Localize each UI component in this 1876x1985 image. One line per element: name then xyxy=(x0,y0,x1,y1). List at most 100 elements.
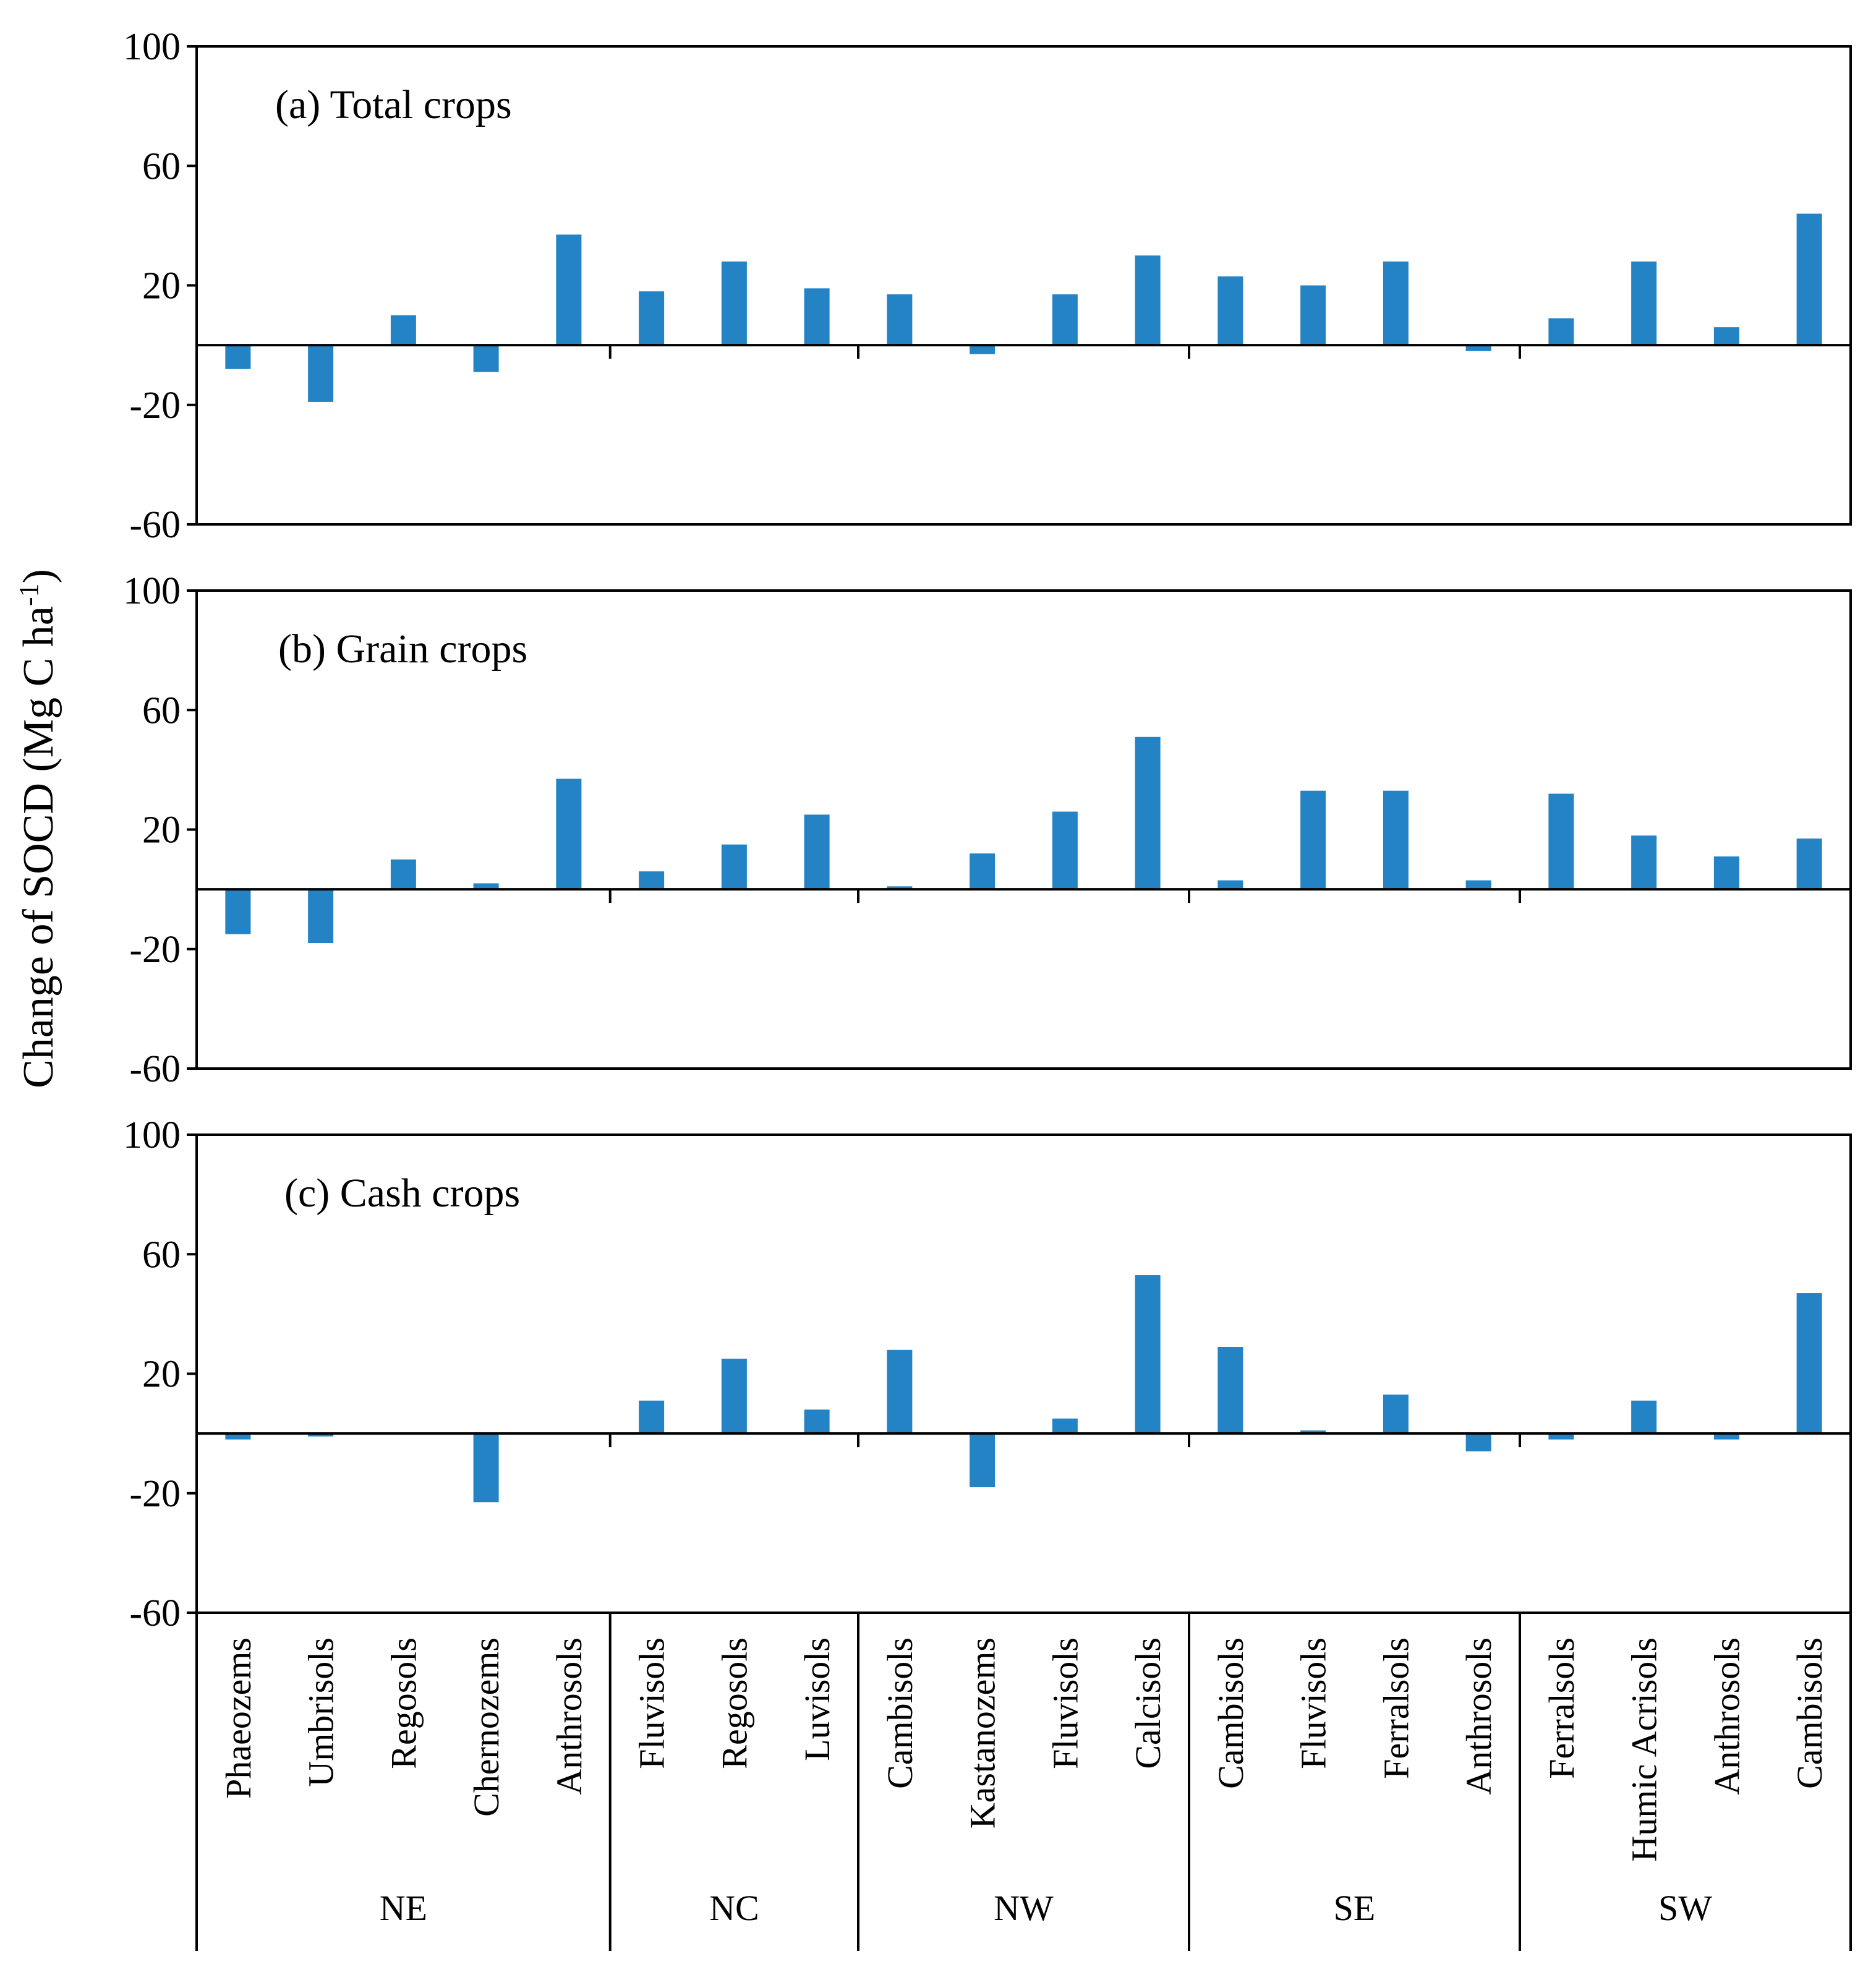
category-label: Regosols xyxy=(383,1637,424,1769)
bar-luvisols xyxy=(804,814,830,890)
bar-phaeozems xyxy=(225,345,251,369)
bar-chernozems xyxy=(473,883,499,890)
bar-fluvisols xyxy=(1300,285,1326,346)
bar-humic-acrisols xyxy=(1631,1400,1657,1434)
bar-fluvisols xyxy=(1052,811,1078,890)
category-label: Umbrisols xyxy=(301,1637,341,1787)
category-label: Luvisols xyxy=(797,1637,837,1761)
y-tick-label: 100 xyxy=(123,570,181,612)
bar-fluvisols xyxy=(1052,1418,1078,1434)
bar-kastanozems xyxy=(970,345,996,354)
bar-ferralsols xyxy=(1548,793,1574,890)
category-label: Calcisols xyxy=(1128,1637,1168,1769)
bar-cambisols xyxy=(1796,213,1822,346)
category-label: Anthrosols xyxy=(549,1637,589,1795)
bar-humic-acrisols xyxy=(1631,835,1657,890)
bar-anthrosols xyxy=(556,234,582,346)
y-tick-label: -20 xyxy=(129,929,181,971)
category-label: Phaeozems xyxy=(218,1637,258,1799)
category-label: Ferralsols xyxy=(1376,1637,1416,1779)
panel-c: 100 60 20 -20 -60 (c) Cash crops xyxy=(123,1114,1852,1634)
bar-anthrosols xyxy=(1713,1433,1739,1440)
panel-title: (a) Total crops xyxy=(275,82,512,127)
bar-cambisols xyxy=(887,886,913,890)
y-tick-label: 60 xyxy=(142,689,181,732)
category-label: Humic Acrisols xyxy=(1624,1637,1665,1861)
bar-calcisols xyxy=(1135,1275,1161,1434)
bar-cambisols xyxy=(1217,1347,1243,1434)
panel-a: 100 60 20 -20 -60 (a) Total crops xyxy=(123,26,1852,546)
region-label-sw: SW xyxy=(1658,1888,1712,1928)
bar-fluvisols xyxy=(1052,294,1078,346)
y-tick-label: 100 xyxy=(123,26,181,68)
bar-cambisols xyxy=(1796,1293,1822,1434)
y-tick-label: 20 xyxy=(142,809,181,852)
bar-fluvisols xyxy=(1300,790,1326,890)
category-label: Regosols xyxy=(714,1637,754,1769)
bar-chernozems xyxy=(473,1433,499,1503)
y-tick-label: 20 xyxy=(142,1354,181,1396)
category-label: Cambisols xyxy=(880,1637,920,1789)
category-label: Fluvisols xyxy=(1294,1637,1334,1769)
y-tick-label: 100 xyxy=(123,1114,181,1156)
chart-panels: 100 60 20 -20 -60 (a) Total crops 100 60 20 -20 -6… xyxy=(123,26,1852,1634)
category-label: Anthrosols xyxy=(1459,1637,1499,1795)
bar-fluvisols xyxy=(639,291,665,346)
bar-anthrosols xyxy=(556,779,582,890)
y-tick-label: 60 xyxy=(142,1234,181,1276)
region-label-nc: NC xyxy=(709,1888,759,1928)
region-label-nw: NW xyxy=(994,1888,1054,1928)
bar-fluvisols xyxy=(639,871,665,890)
bar-anthrosols xyxy=(1465,1433,1491,1452)
region-label-se: SE xyxy=(1334,1888,1376,1928)
bar-ferralsols xyxy=(1548,1433,1574,1440)
bar-phaeozems xyxy=(225,1433,251,1440)
bar-umbrisols xyxy=(308,345,334,402)
bar-regosols xyxy=(390,315,416,346)
bar-ferralsols xyxy=(1383,1394,1409,1434)
bar-regosols xyxy=(390,859,416,890)
bar-cambisols xyxy=(1217,276,1243,346)
bar-calcisols xyxy=(1135,736,1161,890)
bar-ferralsols xyxy=(1548,318,1574,346)
bar-regosols xyxy=(721,1359,747,1434)
category-label: Cambisols xyxy=(1789,1637,1830,1789)
bar-cambisols xyxy=(887,1349,913,1434)
y-tick-label: -60 xyxy=(129,504,181,546)
bar-anthrosols xyxy=(1465,880,1491,890)
bar-umbrisols xyxy=(308,889,334,944)
bar-calcisols xyxy=(1135,255,1161,346)
y-tick-label: -60 xyxy=(129,1048,181,1090)
bar-humic-acrisols xyxy=(1631,261,1657,346)
bar-anthrosols xyxy=(1465,345,1491,351)
bar-fluvisols xyxy=(1300,1430,1326,1434)
bar-luvisols xyxy=(804,1409,830,1434)
bar-regosols xyxy=(721,261,747,346)
category-label: Ferralsols xyxy=(1541,1637,1582,1779)
bar-cambisols xyxy=(887,294,913,346)
bar-ferralsols xyxy=(1383,261,1409,346)
y-tick-label: 20 xyxy=(142,265,181,307)
panel-title: (b) Grain crops xyxy=(278,626,527,672)
y-tick-label: -20 xyxy=(129,385,181,427)
y-tick-label: 60 xyxy=(142,145,181,187)
bar-kastanozems xyxy=(970,853,996,890)
bar-anthrosols xyxy=(1713,327,1739,346)
bar-cambisols xyxy=(1796,838,1822,890)
category-label: Cambisols xyxy=(1211,1637,1251,1789)
bar-ferralsols xyxy=(1383,790,1409,890)
category-label: Fluvisols xyxy=(1045,1637,1085,1769)
bar-anthrosols xyxy=(1713,856,1739,890)
bar-regosols xyxy=(721,844,747,890)
bar-chernozems xyxy=(473,345,499,372)
region-label-ne: NE xyxy=(380,1888,427,1928)
category-label: Fluvisols xyxy=(632,1637,672,1769)
category-label: Kastanozems xyxy=(963,1637,1003,1829)
y-axis-label: Change of SOCD (Mg C ha-1) xyxy=(14,569,62,1088)
bar-luvisols xyxy=(804,288,830,346)
bar-phaeozems xyxy=(225,889,251,934)
bar-kastanozems xyxy=(970,1433,996,1488)
y-tick-label: -60 xyxy=(129,1592,181,1634)
bar-umbrisols xyxy=(308,1433,334,1436)
